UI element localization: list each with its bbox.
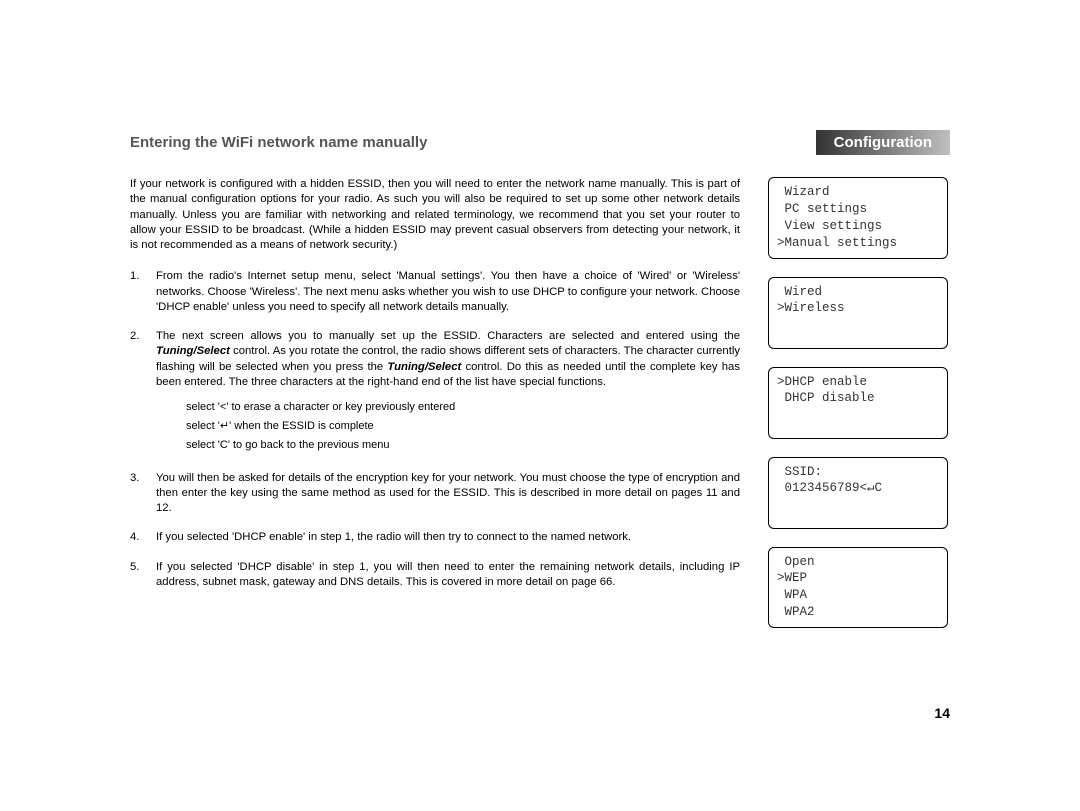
step-2: 2. The next screen allows you to manuall… — [130, 329, 740, 457]
step-4: 4. If you selected 'DHCP enable' in step… — [130, 530, 740, 545]
step-body: The next screen allows you to manually s… — [156, 329, 740, 457]
body-text: If your network is configured with a hid… — [130, 177, 740, 646]
step-number: 3. — [130, 471, 156, 517]
sub-item: select '↵' when the ESSID is complete — [186, 419, 740, 434]
step-body: If you selected 'DHCP disable' in step 1… — [156, 560, 740, 591]
screen-encryption: Open >WEP WPA WPA2 — [768, 547, 948, 629]
screen-ssid: SSID: 0123456789<↵C — [768, 457, 948, 529]
step-1: 1. From the radio's Internet setup menu,… — [130, 269, 740, 315]
steps-list: 1. From the radio's Internet setup menu,… — [130, 269, 740, 590]
screen-dhcp: >DHCP enable DHCP disable — [768, 367, 948, 439]
step-number: 4. — [130, 530, 156, 545]
screen-wired-wireless: Wired >Wireless — [768, 277, 948, 349]
step-body: If you selected 'DHCP enable' in step 1,… — [156, 530, 740, 545]
step-body: You will then be asked for details of th… — [156, 471, 740, 517]
step-number: 2. — [130, 329, 156, 457]
step-5: 5. If you selected 'DHCP disable' in ste… — [130, 560, 740, 591]
screen-network-menu: Wizard PC settings View settings >Manual… — [768, 177, 948, 259]
control-name: Tuning/Select — [156, 345, 230, 357]
page-number: 14 — [934, 705, 950, 721]
header-row: Entering the WiFi network name manually … — [130, 130, 950, 155]
step-text: The next screen allows you to manually s… — [156, 330, 740, 342]
step-number: 1. — [130, 269, 156, 315]
step-number: 5. — [130, 560, 156, 591]
control-name: Tuning/Select — [387, 361, 461, 373]
sub-item: select 'C' to go back to the previous me… — [186, 438, 740, 453]
step-body: From the radio's Internet setup menu, se… — [156, 269, 740, 315]
page-heading: Entering the WiFi network name manually — [130, 134, 816, 151]
page: Entering the WiFi network name manually … — [0, 0, 1080, 811]
sub-instructions: select '<' to erase a character or key p… — [186, 400, 740, 453]
step-3: 3. You will then be asked for details of… — [130, 471, 740, 517]
intro-paragraph: If your network is configured with a hid… — [130, 177, 740, 253]
screens-column: Wizard PC settings View settings >Manual… — [768, 177, 948, 646]
content-row: If your network is configured with a hid… — [130, 177, 950, 646]
section-chip: Configuration — [816, 130, 950, 155]
sub-item: select '<' to erase a character or key p… — [186, 400, 740, 415]
